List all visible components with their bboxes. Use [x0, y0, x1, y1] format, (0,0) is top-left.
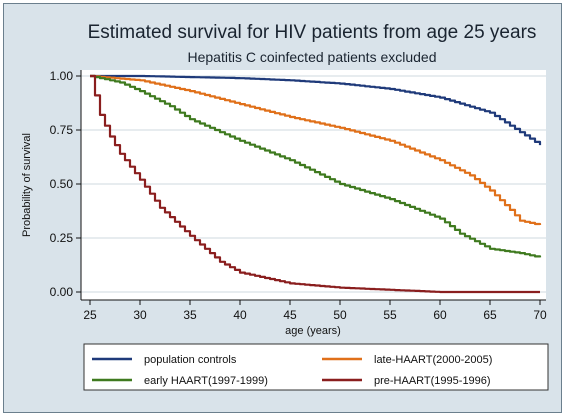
- chart-title: Estimated survival for HIV patients from…: [88, 22, 537, 43]
- x-tick-label: 45: [283, 308, 297, 322]
- legend-label: late-HAART(2000-2005): [374, 354, 492, 366]
- plot-area: [81, 70, 546, 300]
- x-tick-label: 25: [83, 308, 97, 322]
- legend-box: [83, 343, 549, 391]
- x-tick-label: 70: [533, 308, 547, 322]
- x-tick-label: 55: [383, 308, 397, 322]
- x-tick-label: 35: [183, 308, 197, 322]
- x-tick-label: 60: [433, 308, 447, 322]
- x-tick-label: 30: [133, 308, 147, 322]
- x-tick-label: 40: [233, 308, 247, 322]
- x-tick-label: 65: [483, 308, 497, 322]
- chart-subtitle: Hepatitis C coinfected patients excluded: [187, 49, 436, 65]
- y-tick-label: 0.50: [50, 177, 74, 191]
- legend-label: pre-HAART(1995-1996): [374, 375, 491, 387]
- series-line-2: [90, 74, 542, 258]
- y-axis-title: Probability of survival: [21, 133, 33, 237]
- series-line-3: [90, 74, 540, 294]
- series-line-0: [90, 74, 542, 146]
- series-line-1: [90, 74, 542, 226]
- x-axis-title: age (years): [285, 325, 341, 337]
- y-tick-label: 0.25: [50, 231, 74, 245]
- legend-label: population controls: [144, 354, 237, 366]
- x-tick-label: 50: [333, 308, 347, 322]
- legend-label: early HAART(1997-1999): [144, 375, 268, 387]
- y-tick-label: 1.00: [50, 69, 74, 83]
- y-tick-label: 0.75: [50, 123, 74, 137]
- y-tick-label: 0.00: [50, 285, 74, 299]
